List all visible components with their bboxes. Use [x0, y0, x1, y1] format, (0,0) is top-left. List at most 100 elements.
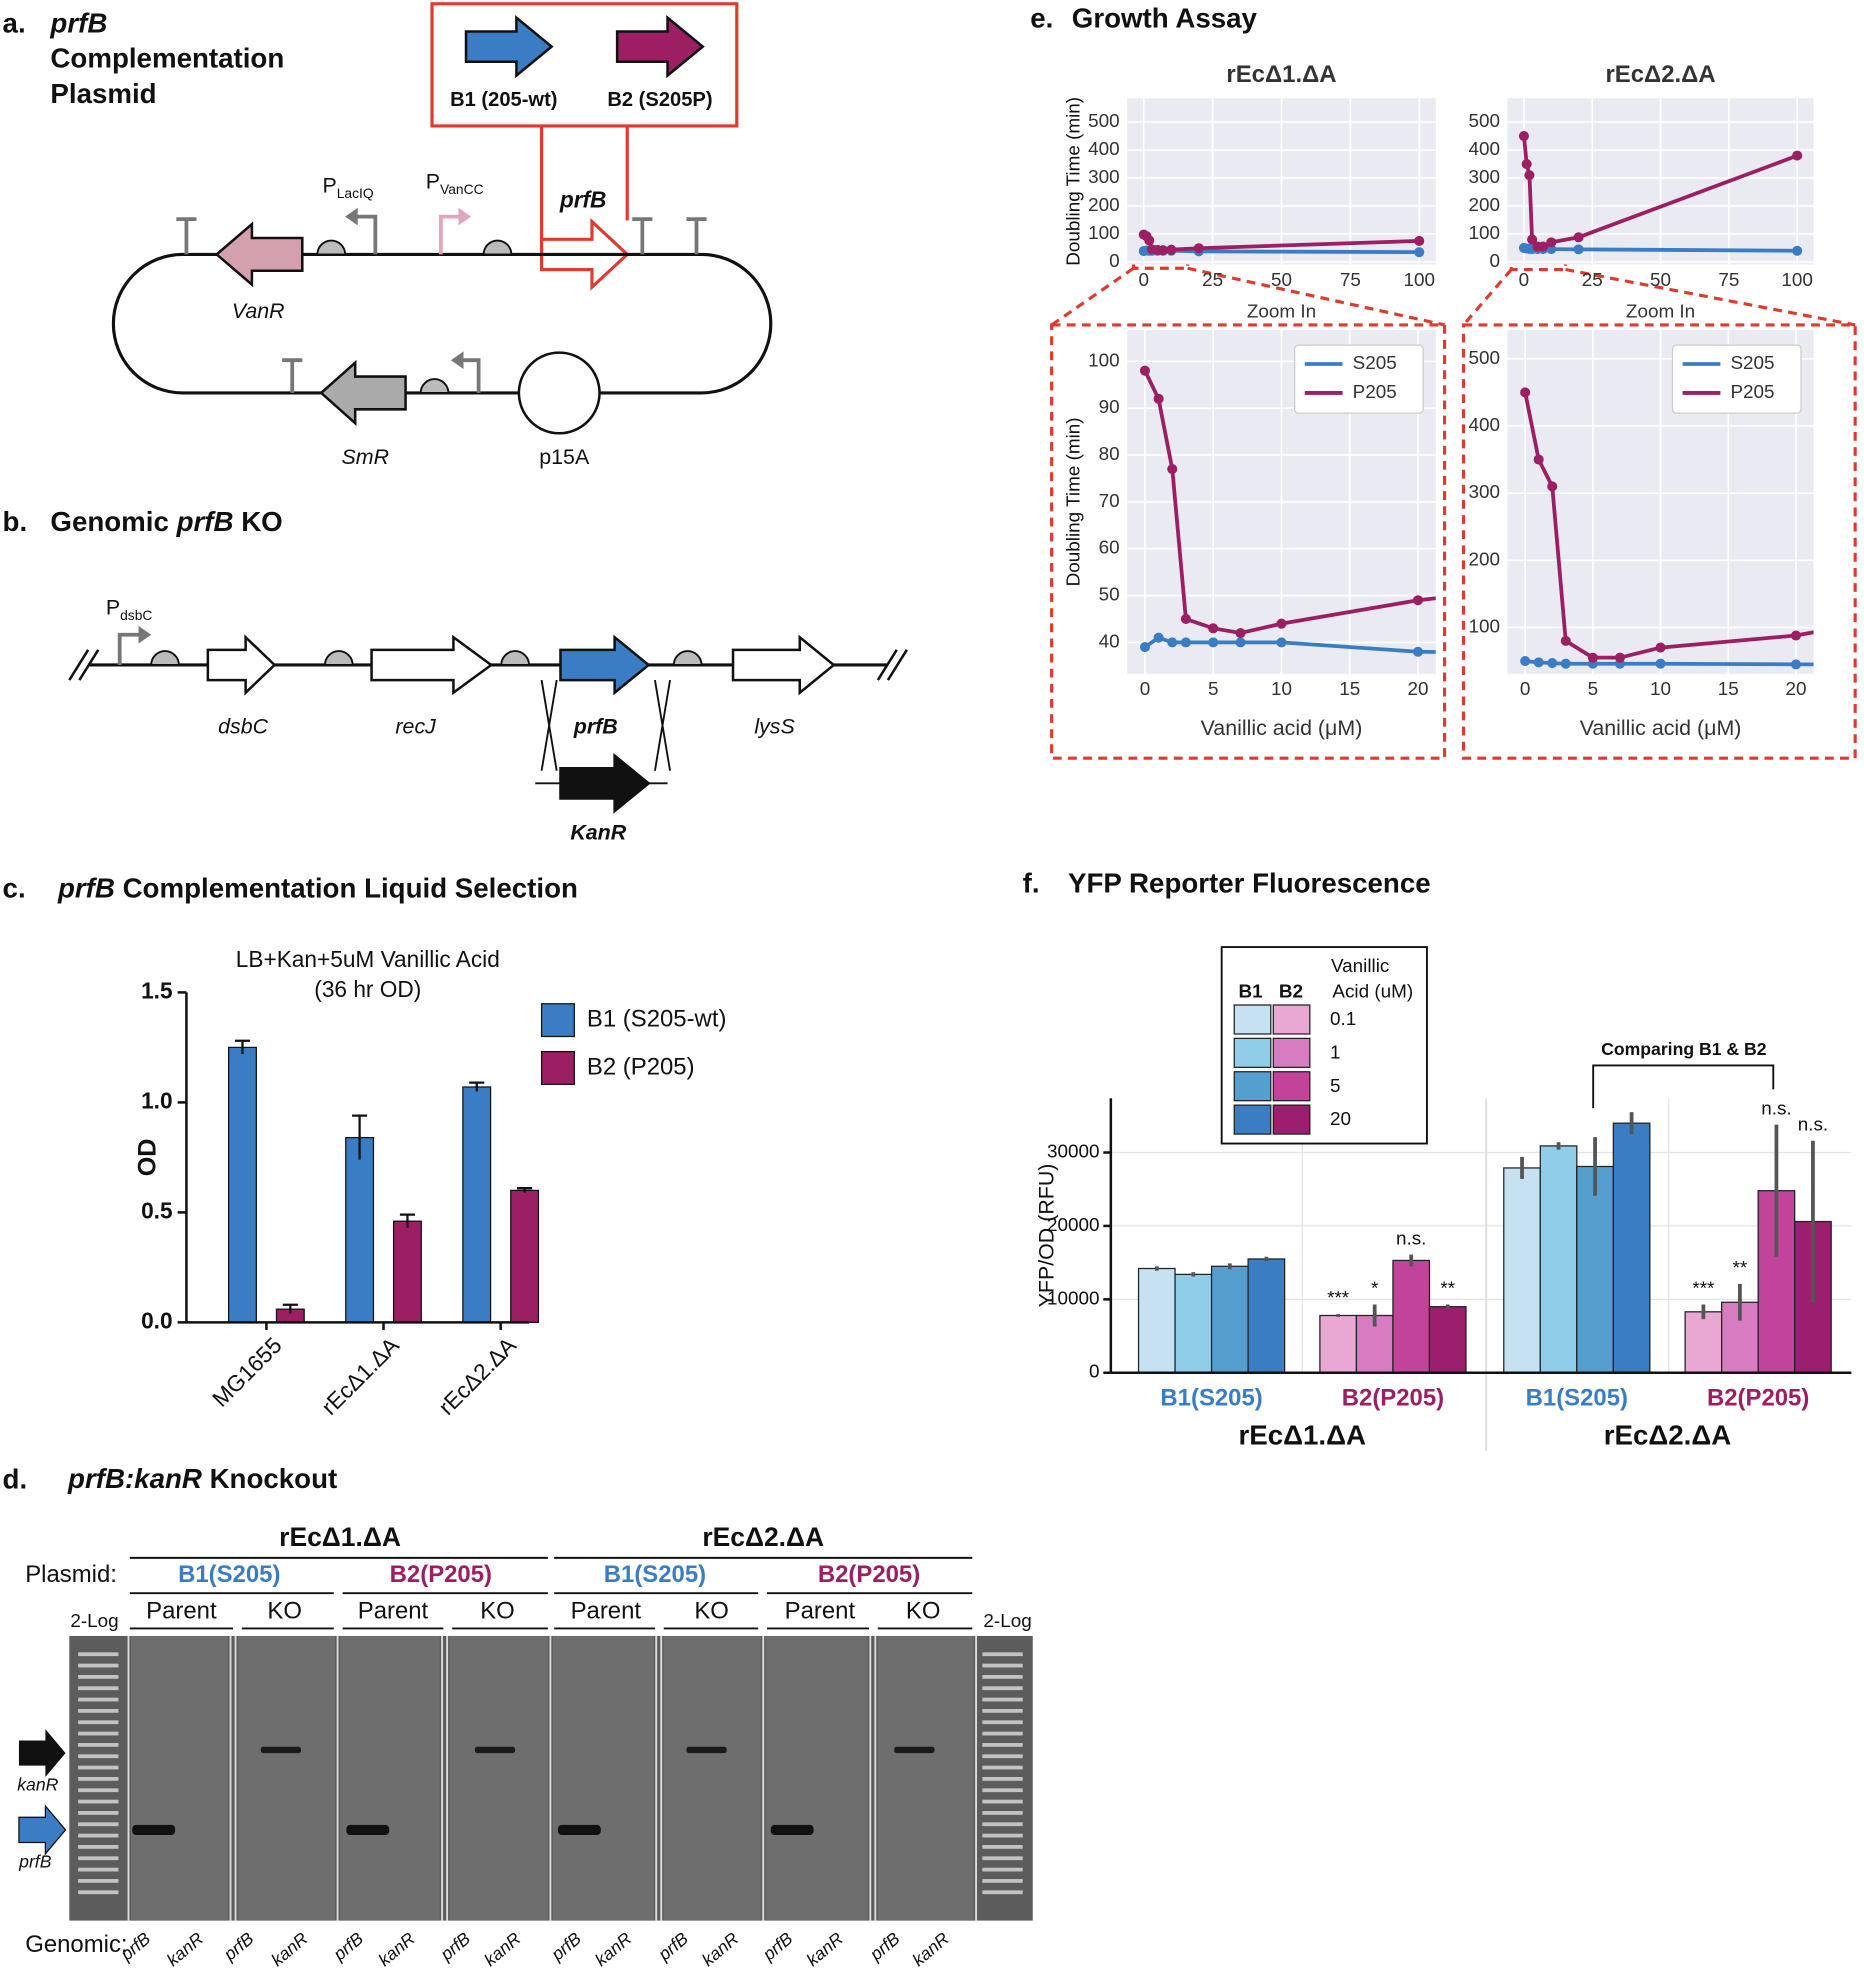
chart-title: rEcΔ1.ΔA [1226, 61, 1336, 88]
insert-line [540, 125, 629, 240]
y-tick-label: 100 [1088, 223, 1120, 244]
strain-label: rEcΔ1.ΔA [1238, 1419, 1366, 1450]
data-point [1520, 387, 1531, 398]
x-axis-label: Vanillic acid (μM) [1580, 716, 1742, 740]
legend-swatch [1233, 1004, 1272, 1035]
x-tick-label: 0 [1140, 679, 1151, 700]
gel-lane [449, 1635, 548, 1921]
data-point [1166, 244, 1177, 255]
lane-label: Parent [785, 1597, 856, 1624]
strain-label: rEcΔ2.ΔA [1604, 1419, 1732, 1450]
legend-label: B2 (P205) [587, 1053, 695, 1080]
data-point [1167, 464, 1178, 475]
ladder-band [982, 1822, 1023, 1827]
strain-label: rEcΔ2.ΔA [702, 1522, 824, 1552]
significance-label: n.s. [1798, 1115, 1828, 1136]
lane-label: Parent [571, 1597, 642, 1624]
y-axis-label: Doubling Time (min) [1063, 417, 1084, 586]
significance-label: n.s. [1396, 1228, 1426, 1249]
data-point [1518, 130, 1529, 142]
product-band [474, 1746, 516, 1754]
promoter-label: PdsbC [106, 595, 153, 623]
zoom-title: Zoom In [1247, 301, 1316, 322]
legend-label: 0.1 [1330, 1009, 1356, 1030]
y-axis-label: Doubling Time (min) [1063, 97, 1084, 266]
data-point [1573, 244, 1584, 255]
lane-label: KO [694, 1597, 729, 1624]
zoom-frame [1050, 323, 1447, 760]
y-tick-label: 1.0 [141, 1087, 173, 1113]
ladder-band [78, 1675, 119, 1679]
gene-label: VanR [232, 299, 285, 323]
legend-header: B2 [1279, 981, 1303, 1002]
gel-lane [131, 1635, 228, 1921]
panel-title: prfB [57, 873, 115, 904]
panel-title: KO [233, 506, 282, 537]
plasmid-label: B2(P205) [390, 1561, 492, 1588]
ladder-band [78, 1879, 119, 1883]
y-tick-label: 400 [1088, 139, 1120, 160]
panel-title: Complementation Liquid Selection [115, 873, 578, 904]
error-bar [234, 1039, 251, 1055]
band-arrow [18, 1729, 66, 1778]
ladder-band [78, 1720, 119, 1725]
genomic-label: prfB [758, 1928, 797, 1965]
genomic-label: prfB [654, 1928, 693, 1965]
bar [462, 1086, 492, 1324]
y-tick-label: 10000 [1047, 1288, 1100, 1309]
plasmid-label: B2(P205) [818, 1561, 920, 1588]
break-mark [68, 649, 908, 681]
origin-label: p15A [539, 445, 590, 469]
data-point [1235, 627, 1246, 639]
panel-label: a. [3, 8, 26, 39]
gel-lane [340, 1635, 440, 1921]
legend-swatch [1272, 1071, 1311, 1102]
product-band [346, 1824, 390, 1835]
ladder-band [982, 1833, 1023, 1838]
y-tick-label: 200 [1468, 549, 1499, 570]
bar [345, 1136, 375, 1324]
data-point [1180, 613, 1191, 625]
gel-lane [552, 1635, 654, 1921]
legend-label: 1 [1330, 1042, 1340, 1063]
y-tick-label: 500 [1468, 348, 1499, 369]
legend-swatch [1272, 1004, 1311, 1035]
ladder-band [982, 1697, 1023, 1702]
data-point [1792, 245, 1803, 256]
gene-label: prfB [573, 715, 618, 739]
lane-label: KO [480, 1597, 515, 1624]
x-tick-label: MG1655 [207, 1332, 287, 1412]
bar [510, 1189, 540, 1324]
ladder-band [78, 1777, 119, 1781]
data-point [1538, 241, 1549, 252]
bar [1428, 1306, 1467, 1374]
y-tick-label: 60 [1099, 538, 1120, 559]
y-tick-label: 70 [1099, 491, 1120, 512]
x-tick-label: 25 [1582, 270, 1603, 291]
x-tick-label: 100 [1781, 270, 1813, 291]
ladder-band [78, 1663, 119, 1668]
band-label: kanR [17, 1774, 58, 1794]
bar [1247, 1258, 1286, 1374]
product-band [770, 1824, 814, 1835]
product-band [686, 1746, 727, 1754]
band-label: prfB [18, 1851, 52, 1871]
ladder-band [982, 1765, 1023, 1770]
data-point [1180, 637, 1191, 648]
insert-label: prfB [559, 186, 607, 212]
panel-title: Genomic [50, 506, 176, 537]
gene-label: KanR [570, 820, 626, 844]
promoter-head [138, 625, 152, 644]
variant-label: B2 (S205P) [607, 89, 712, 111]
bar [1612, 1122, 1651, 1374]
gene-label: SmR [341, 445, 389, 469]
promoter-label: P [322, 173, 336, 197]
gene-label: lysS [754, 715, 795, 739]
y-tick-label: 100 [1468, 223, 1499, 244]
ladder-band [982, 1879, 1023, 1883]
data-point [1153, 632, 1164, 643]
y-tick-label: 90 [1099, 397, 1120, 418]
data-point [1790, 659, 1802, 670]
significance-label: ** [1733, 1258, 1748, 1279]
data-point [1546, 237, 1557, 248]
